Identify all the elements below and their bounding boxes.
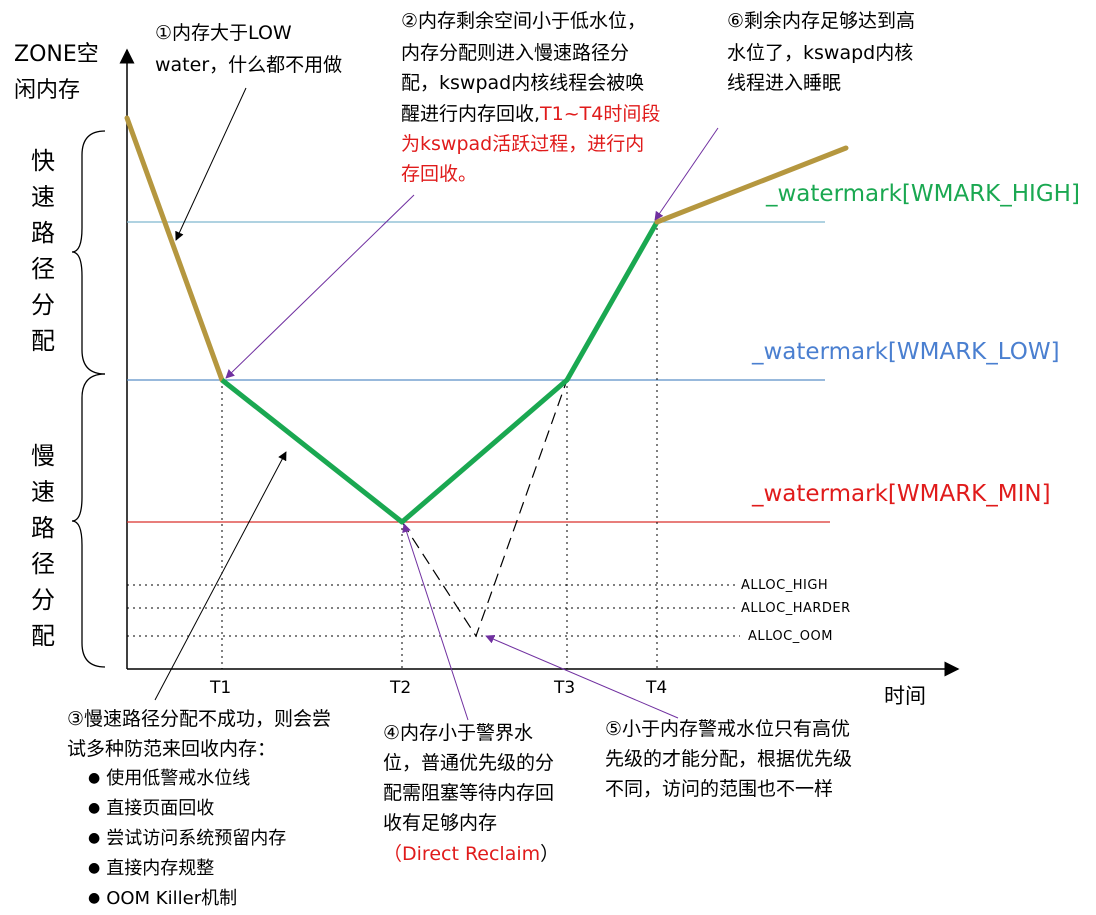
note3-bullet: 直接页面回收 (88, 794, 214, 825)
tick-t4: T4 (646, 678, 668, 698)
note2-arrow (225, 194, 415, 379)
note3-bullet: 使用低警戒水位线 (88, 764, 250, 795)
slow-path-t1-to-t4 (220, 220, 660, 525)
alloc-harder-label: ALLOC_HARDER (741, 601, 851, 616)
slow-region-brace (71, 373, 106, 668)
wmark-min-label: _watermark[WMARK_MIN] (752, 481, 1051, 507)
fast-path-after-t4 (654, 145, 849, 225)
direct-reclaim-dashed-path (401, 379, 568, 638)
note3-bullet: 尝试访问系统预留内存 (88, 824, 286, 855)
note4-arrow (402, 523, 469, 721)
note5-arrow (485, 635, 679, 719)
note3-bullet: 直接内存规整 (88, 854, 214, 885)
note6-arrow (654, 127, 719, 221)
note1-arrow (175, 87, 247, 241)
tick-t3: T3 (554, 678, 576, 698)
fast-path-before-t1 (124, 115, 225, 383)
y-axis-label-line1: ZONE空 (14, 42, 99, 67)
note3-bullet: OOM Killer机制 (88, 884, 237, 915)
tick-t2: T2 (390, 678, 412, 698)
x-axis-label: 时间 (884, 684, 926, 708)
wmark-high-label: _watermark[WMARK_HIGH] (766, 181, 1080, 207)
fast-region-label: 快速路 径分配 (31, 147, 55, 355)
tick-t1: T1 (210, 678, 232, 698)
slow-region-label: 慢速路 径分配 (31, 442, 55, 650)
y-axis-label-line2: 闲内存 (14, 78, 81, 103)
alloc-high-label: ALLOC_HIGH (741, 578, 829, 593)
wmark-low-label: _watermark[WMARK_LOW] (752, 339, 1060, 365)
fast-region-brace (71, 130, 106, 375)
alloc-oom-label: ALLOC_OOM (748, 629, 833, 644)
note3-arrow (154, 451, 287, 701)
